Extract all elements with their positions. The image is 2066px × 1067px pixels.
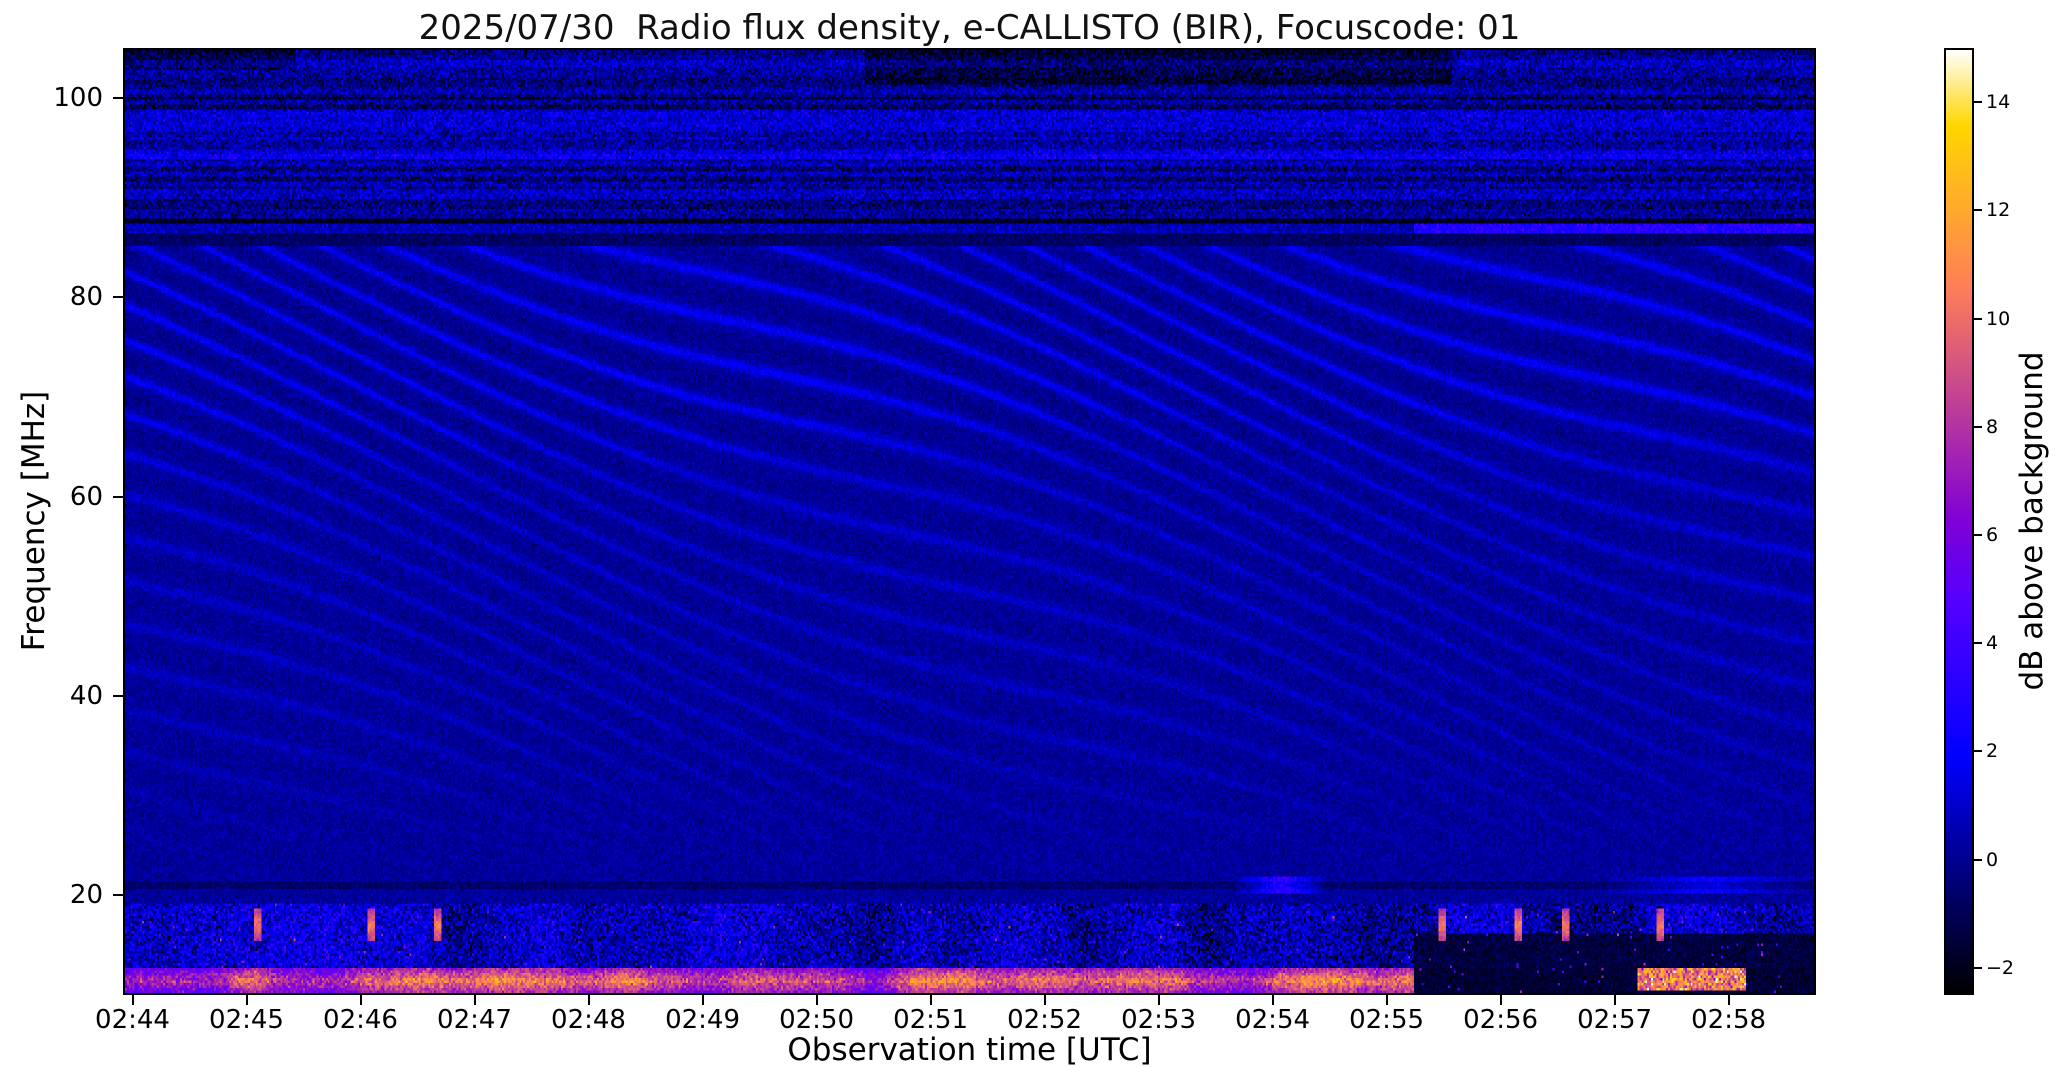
x-tick-mark [1385,995,1388,1005]
x-tick-mark [473,995,476,1005]
colorbar-gradient [1946,50,1972,993]
x-tick-label: 02:52 [1007,1005,1083,1035]
x-tick-mark [1613,995,1616,1005]
colorbar-tick-mark [1974,642,1982,645]
x-tick-label: 02:44 [95,1005,170,1035]
x-tick-label: 02:47 [437,1005,512,1035]
y-tick-label: 60 [69,481,103,512]
y-tick-label: 80 [69,282,103,313]
colorbar-tick-label: 2 [1986,740,1999,763]
colorbar-tick-mark [1974,966,1982,969]
x-tick-label: 02:48 [551,1005,626,1035]
x-tick-label: 02:58 [1691,1005,1767,1035]
x-tick-mark [1727,995,1730,1005]
x-tick-label: 02:57 [1577,1005,1653,1035]
x-tick-label: 02:46 [323,1005,398,1035]
y-tick-mark [113,96,123,99]
colorbar-tick-label: 8 [1986,415,1999,438]
x-tick-mark [359,995,362,1005]
colorbar-tick-mark [1974,209,1982,212]
x-tick-label: 02:50 [779,1005,854,1035]
colorbar-tick-label: 12 [1986,199,2011,222]
x-tick-mark [1157,995,1160,1005]
colorbar-tick-mark [1974,858,1982,861]
x-tick-label: 02:51 [893,1005,969,1035]
chart-title: 2025/07/30 Radio flux density, e-CALLIST… [418,8,1521,48]
colorbar-tick-label: 10 [1986,307,2011,330]
colorbar-tick-label: 4 [1986,632,1999,655]
x-tick-label: 02:53 [1121,1005,1197,1035]
colorbar-tick-mark [1974,101,1982,104]
y-axis-label: Frequency [MHz] [16,390,52,652]
colorbar-tick-label: 6 [1986,524,1999,547]
colorbar-tick-mark [1974,534,1982,537]
colorbar-tick-mark [1974,425,1982,428]
y-tick-label: 40 [69,680,103,711]
y-tick-mark [113,894,123,897]
x-tick-label: 02:56 [1463,1005,1539,1035]
x-tick-mark [245,995,248,1005]
y-tick-mark [113,296,123,299]
colorbar-tick-mark [1974,750,1982,753]
colorbar-tick-label: −2 [1986,956,2015,979]
x-tick-mark [815,995,818,1005]
x-tick-mark [131,995,134,1005]
spectrogram-canvas [125,50,1814,993]
x-tick-mark [1271,995,1274,1005]
x-axis-label: Observation time [UTC] [787,1032,1152,1067]
x-tick-label: 02:45 [209,1005,284,1035]
y-tick-mark [113,694,123,697]
x-tick-label: 02:54 [1235,1005,1311,1035]
colorbar-tick-label: 14 [1986,91,2011,114]
x-tick-mark [587,995,590,1005]
x-tick-label: 02:49 [665,1005,740,1035]
x-tick-mark [929,995,932,1005]
x-tick-mark [701,995,704,1005]
x-tick-mark [1499,995,1502,1005]
colorbar-tick-mark [1974,317,1982,320]
x-tick-mark [1043,995,1046,1005]
y-tick-label: 20 [69,880,103,911]
plot-area [123,48,1816,995]
y-tick-mark [113,495,123,498]
colorbar [1944,48,1974,995]
colorbar-tick-label: 0 [1986,848,1999,871]
y-tick-label: 100 [53,82,103,113]
x-tick-label: 02:55 [1349,1005,1425,1035]
